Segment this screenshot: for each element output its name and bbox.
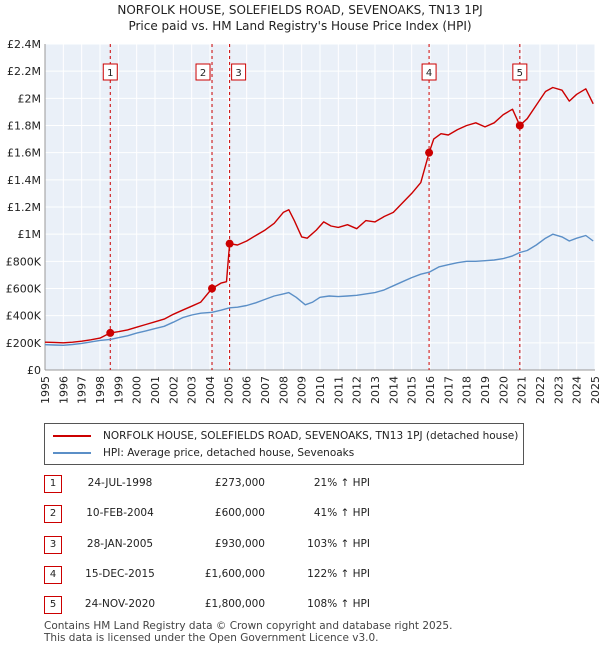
chart-legend: NORFOLK HOUSE, SOLEFIELDS ROAD, SEVENOAK… [44,423,524,465]
footer-attribution: Contains HM Land Registry data © Crown c… [44,620,452,644]
x-tick-label: 2025 [589,376,600,404]
x-tick-label: 2009 [296,376,309,404]
sale-date: 24-NOV-2020 [84,598,156,610]
sale-number-badge: 5 [44,596,62,614]
x-tick-label: 2000 [131,376,144,404]
sale-label-box [231,63,247,81]
sale-point [225,239,234,248]
sale-label-number: 5 [517,68,523,79]
y-tick-label: £200K [6,337,42,350]
sale-date: 15-DEC-2015 [85,568,155,580]
y-tick-label: £2M [18,92,42,105]
sale-row: 5 24-NOV-2020 £1,800,000 108% ↑ HPI [0,593,600,617]
sale-label-box [512,63,528,81]
sale-label-box [102,63,118,81]
y-tick-label: £0 [27,364,41,377]
x-tick-label: 2017 [442,376,455,404]
sale-point [515,121,524,130]
sale-row: 2 10-FEB-2004 £600,000 41% ↑ HPI [0,502,600,526]
footer-line-licence: This data is licensed under the Open Gov… [44,632,379,644]
x-tick-label: 2019 [479,376,492,404]
sale-price: £273,000 [214,477,265,489]
x-tick-label: 2018 [461,376,474,404]
x-tick-label: 1999 [112,376,125,404]
y-tick-label: £1.2M [7,201,41,214]
sale-price: £930,000 [214,538,265,550]
sale-number-badge: 4 [44,566,62,584]
sale-label-box [421,63,437,81]
x-tick-label: 2016 [424,376,437,404]
sale-date: 28-JAN-2005 [86,538,154,550]
x-tick-label: 1995 [39,376,52,404]
x-tick-label: 2013 [369,376,382,404]
sale-number-badge: 1 [44,475,62,493]
x-tick-label: 2010 [314,376,327,404]
x-tick-label: 2011 [332,376,345,404]
x-tick-label: 2006 [241,376,254,404]
sale-point [425,148,434,157]
legend-item-hpi: HPI: Average price, detached house, Seve… [53,445,354,461]
x-tick-label: 2023 [552,376,565,404]
x-tick-label: 2005 [222,376,235,404]
x-tick-label: 1997 [76,376,89,404]
x-tick-label: 2024 [571,376,584,404]
x-tick-label: 2002 [167,376,180,404]
chart-title: NORFOLK HOUSE, SOLEFIELDS ROAD, SEVENOAK… [117,3,483,17]
footer-line-copyright: Contains HM Land Registry data © Crown c… [44,620,453,632]
x-tick-label: 2022 [534,376,547,404]
x-tick-label: 2012 [351,376,364,404]
x-tick-label: 2020 [497,376,510,404]
x-tick-label: 1998 [94,376,107,404]
y-tick-label: £400K [6,310,42,323]
sale-hpi-change: 21% ↑ HPI [313,477,370,489]
sale-hpi-change: 41% ↑ HPI [313,507,370,519]
y-tick-label: £2.4M [7,38,41,51]
x-tick-label: 2008 [277,376,290,404]
sale-price: £600,000 [214,507,265,519]
sale-price: £1,800,000 [204,598,265,610]
hpi-line [44,233,594,346]
y-tick-label: £800K [6,255,42,268]
sale-label-number: 2 [200,68,206,79]
y-tick-label: £1M [18,228,42,241]
sale-hpi-change: 103% ↑ HPI [307,538,370,550]
sale-row: 3 28-JAN-2005 £930,000 103% ↑ HPI [0,533,600,557]
y-tick-label: £600K [6,283,42,296]
y-tick-label: £1.6M [7,147,41,160]
sale-point [208,284,217,293]
x-tick-label: 2001 [149,376,162,404]
x-tick-label: 2015 [406,376,419,404]
x-tick-label: 2021 [516,376,529,404]
legend-swatch-property [53,435,91,437]
price-chart: £0 £200K £400K £600K £800K £1M £1.2M £1.4M £1.6M… [6,38,600,404]
y-tick-label: £1.4M [7,174,41,187]
sale-row: 4 15-DEC-2015 £1,600,000 122% ↑ HPI [0,563,600,587]
legend-label-property: NORFOLK HOUSE, SOLEFIELDS ROAD, SEVENOAK… [103,430,519,442]
y-tick-label: £1.8M [7,120,41,133]
y-tick-label: £2.2M [7,65,41,78]
chart-subtitle: Price paid vs. HM Land Registry's House … [128,19,472,33]
legend-swatch-hpi [53,452,91,454]
x-tick-label: 2014 [387,376,400,404]
x-tick-label: 2003 [186,376,199,404]
property-price-line [44,86,594,344]
sale-label-number: 1 [107,68,113,79]
sale-label-number: 3 [235,68,241,79]
sale-date: 24-JUL-1998 [87,477,153,489]
sale-label-box [195,63,211,81]
sale-number-badge: 3 [44,536,62,554]
x-tick-label: 2007 [259,376,272,404]
sale-price: £1,600,000 [204,568,265,580]
legend-label-hpi: HPI: Average price, detached house, Seve… [103,447,355,459]
sale-date: 10-FEB-2004 [86,507,154,519]
sale-point [106,328,115,337]
sale-row: 1 24-JUL-1998 £273,000 21% ↑ HPI [0,472,600,496]
sale-label-number: 4 [426,68,432,79]
sale-number-badge: 2 [44,505,62,523]
sale-hpi-change: 122% ↑ HPI [307,568,370,580]
x-tick-label: 2004 [204,376,217,404]
x-tick-label: 1996 [57,376,70,404]
sale-hpi-change: 108% ↑ HPI [307,598,370,610]
legend-item-property: NORFOLK HOUSE, SOLEFIELDS ROAD, SEVENOAK… [53,428,518,444]
